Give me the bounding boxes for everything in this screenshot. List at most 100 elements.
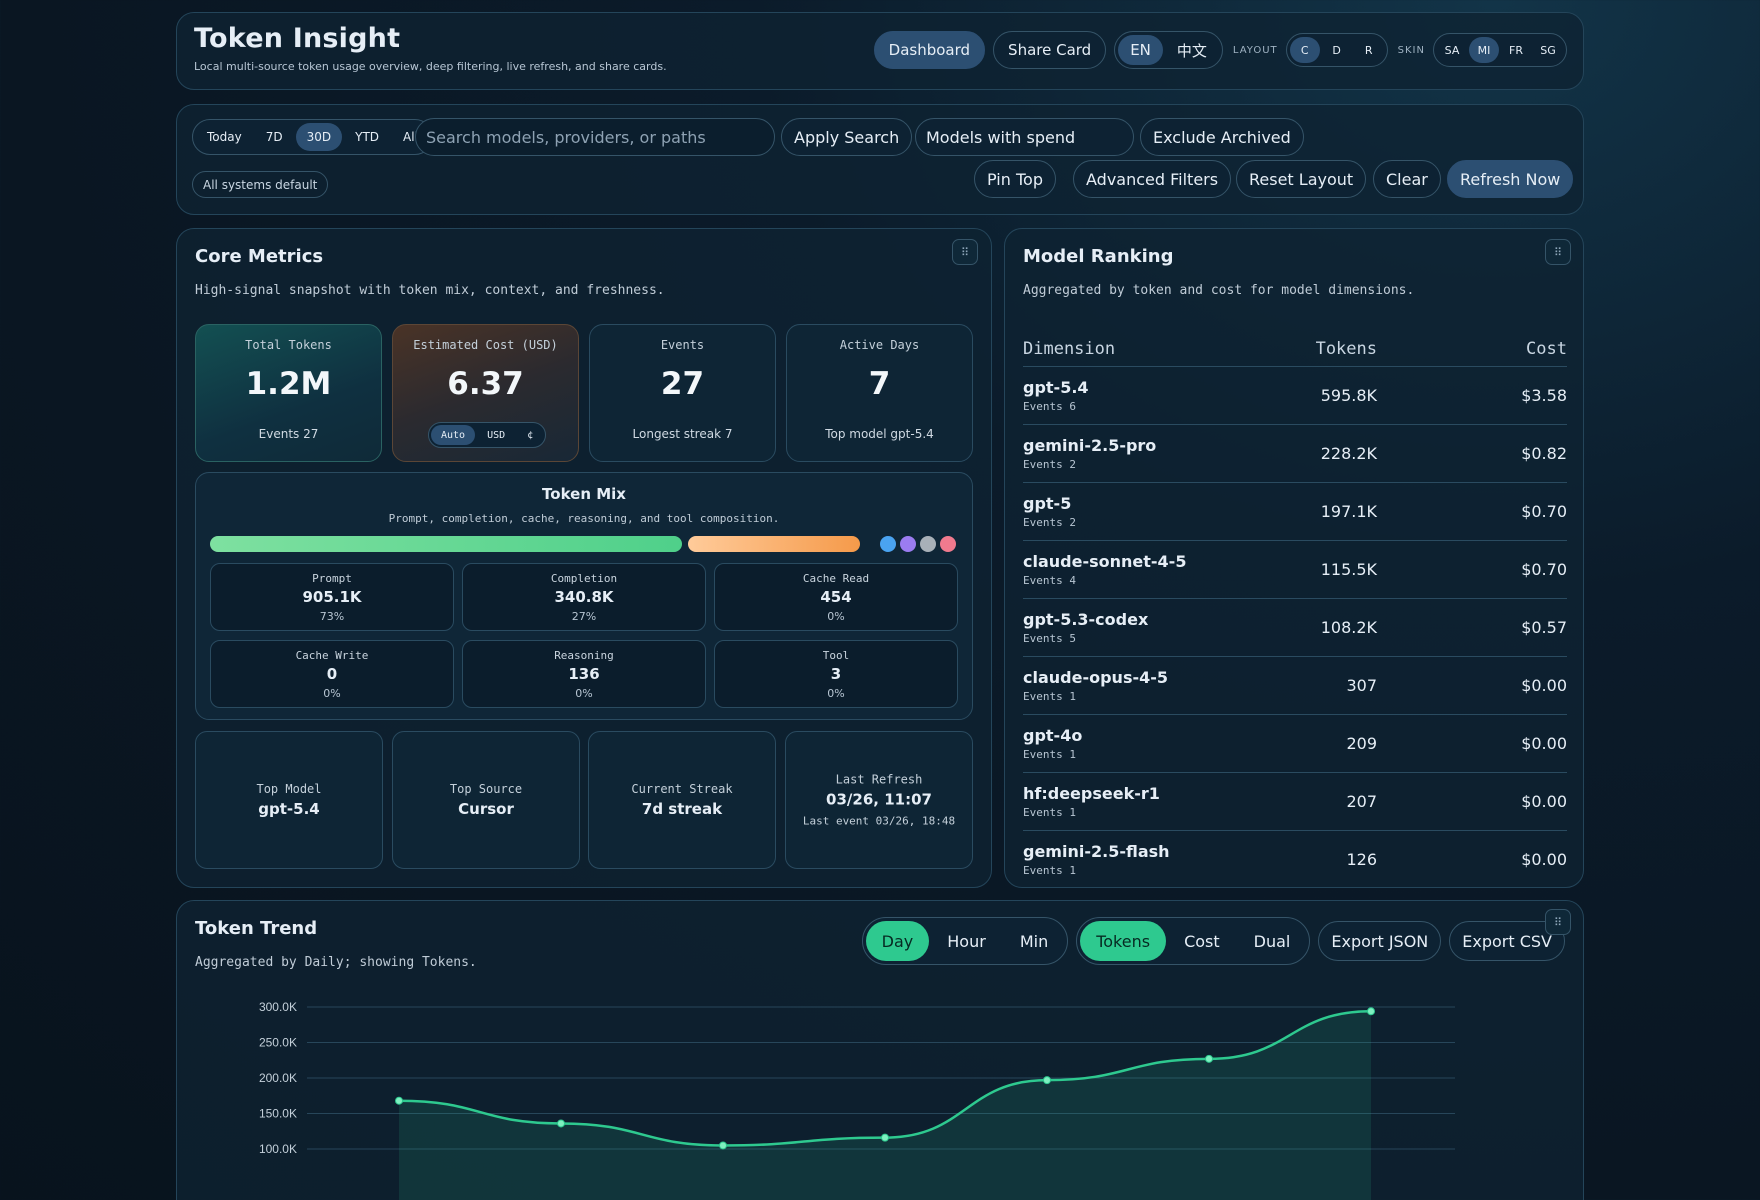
column-header-tokens[interactable]: Tokens — [1315, 338, 1377, 359]
mix-cell-pct: 0% — [323, 687, 341, 700]
trend-point[interactable] — [1205, 1054, 1213, 1063]
layout-c-option[interactable]: C — [1289, 37, 1320, 63]
range-ytd-option[interactable]: YTD — [355, 130, 380, 144]
export-json-button[interactable]: Export JSON — [1318, 921, 1442, 961]
model-name: gpt-5.4 — [1023, 378, 1089, 397]
mix-cell-pct: 73% — [319, 610, 345, 623]
model-cost: $0.00 — [1521, 850, 1567, 869]
trend-point[interactable] — [557, 1119, 565, 1128]
table-row[interactable]: claude-opus-4-5 Events 1 307 $0.00 — [1023, 657, 1567, 715]
exclude-archived-button[interactable]: Exclude Archived — [1140, 118, 1304, 156]
range-30d-option[interactable]: 30D — [295, 123, 343, 151]
model-cost: $0.82 — [1521, 444, 1567, 463]
lang-en-option[interactable]: EN — [1118, 35, 1163, 65]
table-row[interactable]: gemini-2.5-flash Events 1 126 $0.00 — [1023, 831, 1567, 887]
apply-search-button[interactable]: Apply Search — [781, 118, 913, 156]
advanced-filters-button[interactable]: Advanced Filters — [1073, 160, 1232, 198]
skin-sa-option[interactable]: SA — [1444, 43, 1460, 57]
trend-point[interactable] — [395, 1096, 403, 1105]
ranking-table: Dimension Tokens Cost gpt-5.4 Events 6 59… — [1023, 331, 1567, 887]
currency-auto-option[interactable]: Auto — [431, 425, 476, 445]
granularity-day-option[interactable]: Day — [865, 921, 930, 961]
skin-mi-option[interactable]: MI — [1469, 37, 1499, 63]
layout-switch: C D R — [1285, 33, 1388, 67]
model-events: Events 4 — [1023, 574, 1076, 587]
systems-badge[interactable]: All systems default — [192, 171, 329, 198]
model-events: Events 1 — [1023, 806, 1076, 819]
model-name: gemini-2.5-flash — [1023, 842, 1170, 861]
metric-dual-option[interactable]: Dual — [1253, 931, 1291, 951]
models-select-value: Models with spend — [926, 127, 1076, 147]
metric-tokens-option[interactable]: Tokens — [1080, 921, 1167, 961]
pin-top-button[interactable]: Pin Top — [974, 160, 1056, 198]
kpi-label: Events — [660, 338, 705, 352]
y-tick-label: 200.0K — [259, 1071, 297, 1085]
reset-layout-button[interactable]: Reset Layout — [1236, 160, 1367, 198]
trend-point[interactable] — [1043, 1076, 1051, 1085]
mix-dot-cache-write — [900, 536, 916, 552]
column-header-dimension[interactable]: Dimension — [1023, 338, 1116, 359]
table-row[interactable]: gpt-4o Events 1 209 $0.00 — [1023, 715, 1567, 773]
skin-fr-option[interactable]: FR — [1509, 43, 1523, 57]
mix-cell-value: 136 — [568, 665, 600, 683]
drag-handle-icon[interactable]: ⠿ — [952, 239, 978, 265]
model-name: gpt-5 — [1023, 494, 1072, 513]
share-card-button[interactable]: Share Card — [993, 31, 1107, 69]
mix-cell-reasoning: Reasoning 136 0% — [462, 640, 706, 708]
drag-handle-icon[interactable]: ⠿ — [1545, 909, 1571, 935]
layout-r-option[interactable]: R — [1364, 43, 1373, 57]
table-row[interactable]: gpt-5.3-codex Events 5 108.2K $0.57 — [1023, 599, 1567, 657]
model-tokens: 209 — [1346, 734, 1377, 753]
model-name: gpt-5.3-codex — [1023, 610, 1149, 629]
table-row[interactable]: gpt-5.4 Events 6 595.8K $3.58 — [1023, 367, 1567, 425]
models-select[interactable]: Models with spend — [915, 118, 1134, 156]
metric-cost-option[interactable]: Cost — [1184, 931, 1220, 951]
dashboard-button[interactable]: Dashboard — [873, 31, 986, 69]
skin-switch: SA MI FR SG — [1433, 33, 1567, 67]
y-tick-label: 150.0K — [259, 1107, 297, 1121]
info-value: 03/26, 11:07 — [826, 790, 932, 809]
table-row[interactable]: gemini-2.5-pro Events 2 228.2K $0.82 — [1023, 425, 1567, 483]
mix-cell-prompt: Prompt 905.1K 73% — [210, 563, 454, 631]
drag-handle-icon[interactable]: ⠿ — [1545, 239, 1571, 265]
clear-button[interactable]: Clear — [1373, 160, 1441, 198]
table-row[interactable]: hf:deepseek-r1 Events 1 207 $0.00 — [1023, 773, 1567, 831]
granularity-min-option[interactable]: Min — [1019, 931, 1049, 951]
model-name: claude-opus-4-5 — [1023, 668, 1169, 687]
mix-cell-value: 454 — [820, 588, 852, 606]
core-metrics-panel: Core Metrics High-signal snapshot with t… — [176, 228, 992, 888]
lang-zh-option[interactable]: 中文 — [1176, 41, 1207, 60]
currency-cent-option[interactable]: ¢ — [527, 429, 534, 441]
info-current-streak: Current Streak 7d streak — [588, 731, 776, 869]
core-metrics-title: Core Metrics — [195, 246, 324, 267]
model-ranking-panel: Model Ranking Aggregated by token and co… — [1004, 228, 1584, 888]
model-cost: $3.58 — [1521, 386, 1567, 405]
search-input[interactable] — [415, 118, 775, 156]
layout-d-option[interactable]: D — [1332, 43, 1341, 57]
mix-cell-label: Cache Read — [802, 572, 870, 585]
trend-point[interactable] — [881, 1133, 889, 1142]
currency-usd-option[interactable]: USD — [487, 429, 506, 441]
kpi-value: 7 — [868, 366, 891, 402]
mix-segment-completion — [687, 536, 860, 552]
mix-cell-label: Completion — [550, 572, 618, 585]
range-today-option[interactable]: Today — [207, 130, 242, 144]
trend-point[interactable] — [719, 1141, 727, 1150]
mix-dot-cache-read — [880, 536, 896, 552]
range-7d-option[interactable]: 7D — [265, 130, 283, 144]
column-header-cost[interactable]: Cost — [1526, 338, 1567, 359]
table-row[interactable]: claude-sonnet-4-5 Events 4 115.5K $0.70 — [1023, 541, 1567, 599]
trend-point[interactable] — [1367, 1007, 1375, 1016]
mix-cell-tool: Tool 3 0% — [714, 640, 958, 708]
currency-switch: Auto USD ¢ — [428, 422, 547, 448]
granularity-hour-option[interactable]: Hour — [947, 931, 986, 951]
refresh-now-button[interactable]: Refresh Now — [1447, 160, 1574, 198]
mix-dot-reasoning — [920, 536, 936, 552]
kpi-label: Active Days — [839, 338, 920, 352]
y-tick-label: 250.0K — [259, 1036, 297, 1050]
table-row[interactable]: gpt-5 Events 2 197.1K $0.70 — [1023, 483, 1567, 541]
skin-sg-option[interactable]: SG — [1540, 43, 1556, 57]
layout-label: LAYOUT — [1232, 44, 1278, 56]
mix-cell-value: 3 — [830, 665, 842, 683]
model-tokens: 108.2K — [1320, 618, 1377, 637]
